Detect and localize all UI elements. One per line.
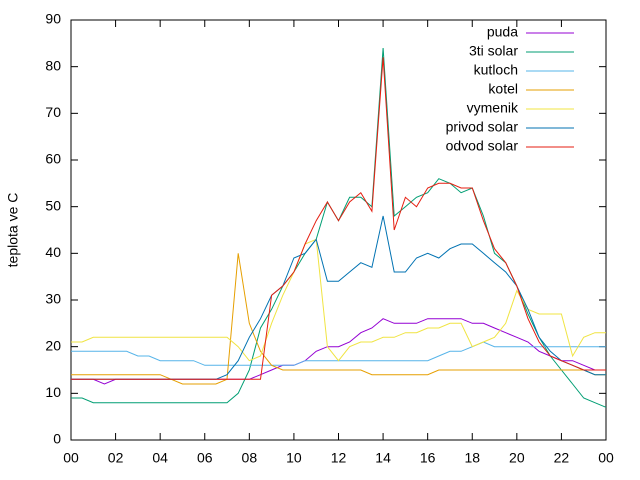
y-tick-label: 70 — [45, 104, 61, 120]
y-tick-label: 90 — [45, 11, 61, 27]
series-line — [71, 57, 606, 380]
legend-label: puda — [487, 24, 518, 40]
series-line — [71, 238, 606, 362]
x-tick-label: 00 — [63, 450, 79, 466]
series-line — [71, 215, 606, 380]
y-tick-label: 60 — [45, 151, 61, 167]
legend-label: odvod solar — [446, 138, 519, 154]
legend-label: kotel — [488, 81, 518, 97]
x-tick-label: 18 — [464, 450, 480, 466]
y-tick-label: 0 — [53, 431, 61, 447]
series-line — [71, 341, 606, 366]
series-line — [71, 47, 607, 408]
y-tick-label: 50 — [45, 197, 61, 213]
x-tick-label: 00 — [598, 450, 614, 466]
x-tick-label: 16 — [420, 450, 436, 466]
legend-label: vymenik — [467, 100, 519, 116]
x-tick-label: 10 — [286, 450, 302, 466]
x-tick-label: 02 — [108, 450, 124, 466]
x-tick-label: 06 — [197, 450, 213, 466]
plot-border — [70, 19, 607, 441]
y-tick-label: 80 — [45, 57, 61, 73]
y-tick-label: 30 — [45, 291, 61, 307]
x-tick-label: 14 — [375, 450, 391, 466]
legend-label: privod solar — [446, 119, 519, 135]
legend-label: 3ti solar — [469, 43, 518, 59]
x-tick-label: 20 — [509, 450, 525, 466]
legend-label: kutloch — [474, 62, 518, 78]
x-tick-label: 04 — [152, 450, 168, 466]
x-tick-label: 08 — [242, 450, 258, 466]
x-tick-label: 22 — [554, 450, 570, 466]
series-line — [71, 253, 606, 385]
y-axis-label: teplota ve C — [5, 193, 21, 268]
y-tick-label: 40 — [45, 244, 61, 260]
x-tick-label: 12 — [331, 450, 347, 466]
y-tick-label: 10 — [45, 384, 61, 400]
y-tick-label: 20 — [45, 337, 61, 353]
